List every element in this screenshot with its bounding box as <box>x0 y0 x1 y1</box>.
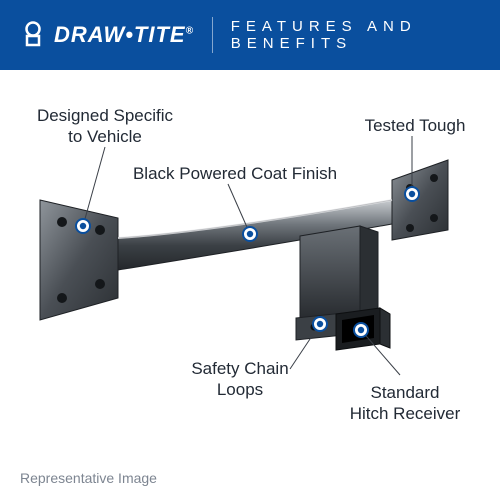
header-divider <box>212 17 213 53</box>
footer-note: Representative Image <box>20 470 157 486</box>
callout-designed: Designed Specificto Vehicle <box>25 105 185 148</box>
diagram-stage: Designed Specificto Vehicle Black Powered… <box>0 70 500 500</box>
logo-text: DRAW•TITE® <box>54 22 194 48</box>
callout-coat: Black Powered Coat Finish <box>120 163 350 184</box>
header-title: FEATURES AND BENEFITS <box>231 18 482 52</box>
hitch-ball-icon <box>18 20 48 50</box>
callout-tough: Tested Tough <box>350 115 480 136</box>
logo: DRAW•TITE® <box>18 20 194 50</box>
header-bar: DRAW•TITE® FEATURES AND BENEFITS <box>0 0 500 70</box>
callout-receiver: StandardHitch Receiver <box>335 382 475 425</box>
callout-loops: Safety ChainLoops <box>180 358 300 401</box>
